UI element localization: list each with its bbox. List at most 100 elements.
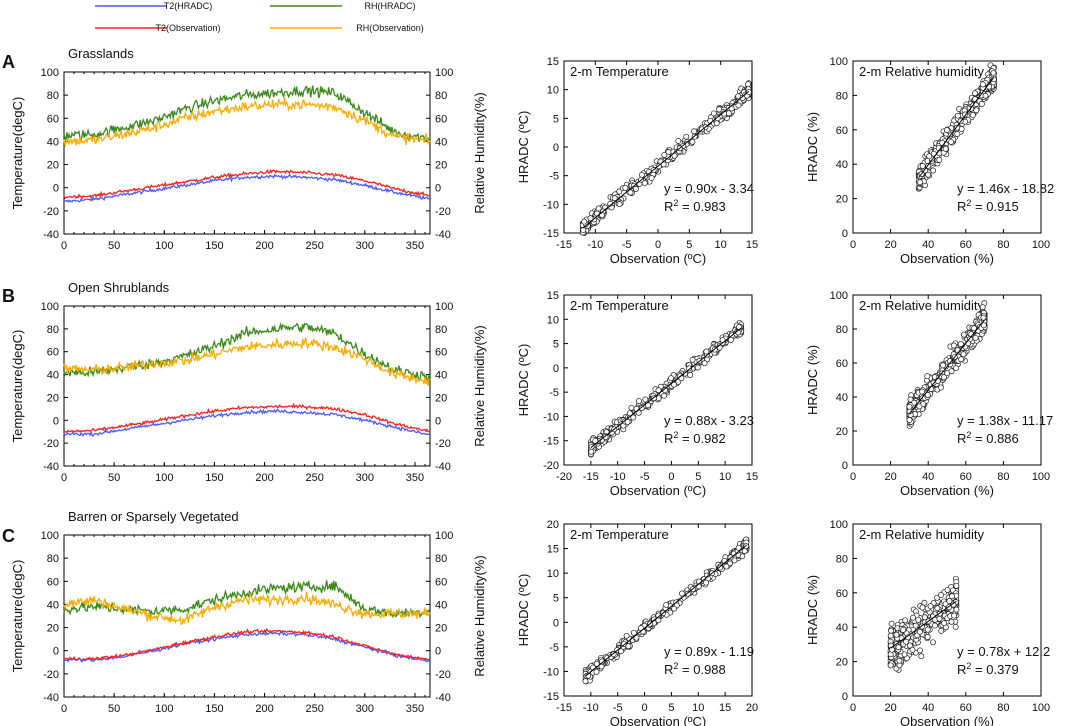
data-point [655, 612, 662, 619]
x-tick-label: 0 [642, 702, 648, 714]
y2-tick-label: 20 [435, 392, 447, 404]
data-point [902, 617, 909, 624]
x-tick-label: 40 [922, 239, 934, 251]
data-point [595, 205, 602, 212]
data-point [602, 434, 609, 440]
data-point [622, 184, 629, 191]
panel-letter: C [2, 526, 15, 546]
data-point [689, 356, 696, 363]
y2-tick-label: 20 [435, 623, 447, 635]
series-line [63, 85, 431, 144]
data-point [581, 218, 588, 225]
data-point [887, 632, 894, 639]
r-squared: R2 = 0.982 [664, 430, 726, 446]
y2-tick-label: 80 [435, 324, 447, 336]
data-point [936, 156, 943, 163]
y-tick-label: 15 [547, 56, 559, 68]
x-tick-label: 250 [306, 472, 324, 484]
y-tick-label: 20 [47, 623, 59, 635]
r-squared: R2 = 0.886 [957, 430, 1019, 446]
data-point [947, 358, 953, 365]
data-point [906, 403, 913, 410]
data-point [621, 640, 628, 647]
y-tick-label: 0 [53, 646, 59, 658]
y2-tick-label: -20 [435, 669, 451, 681]
data-point [982, 92, 989, 99]
x-tick-label: 80 [997, 471, 1009, 483]
y-tick-label: 0 [53, 415, 59, 427]
y-tick-label: 5 [553, 113, 559, 125]
y-tick-label: -15 [543, 691, 559, 703]
y2-tick-label: -20 [435, 438, 451, 450]
x-tick-label: 20 [884, 471, 896, 483]
y-tick-label: 10 [547, 85, 559, 97]
data-point [901, 651, 908, 658]
y-tick-label: -5 [549, 642, 559, 654]
y2-tick-label: 60 [435, 576, 447, 588]
data-point [953, 582, 960, 589]
y-tick-label: 80 [47, 90, 59, 102]
y-tick-label: 60 [836, 125, 848, 137]
y-tick-label: 0 [842, 228, 848, 240]
x-tick-label: 50 [108, 240, 120, 252]
data-point [949, 593, 956, 600]
y2-tick-label: -40 [435, 692, 451, 704]
data-point [671, 605, 678, 612]
data-point [907, 396, 914, 403]
scatter-panel-b-temperature: -20 -15 -10 -5 0 5 10 15 -20 -15 -10 -5 0 5 10 15 2-m Te… [516, 290, 758, 498]
x-tick-label: 5 [695, 471, 701, 483]
y2-axis-label: Relative Humidity(%) [472, 555, 487, 676]
y-tick-label: 15 [547, 544, 559, 556]
data-point [930, 639, 936, 646]
series-line [63, 408, 431, 437]
data-point [895, 644, 902, 651]
x-tick-label: 0 [850, 702, 856, 714]
data-point [924, 392, 931, 398]
y-tick-label: 100 [41, 301, 59, 313]
y-axis-label: HRADC (%) [805, 575, 820, 645]
scatter-title: 2-m Relative humidity [859, 527, 984, 542]
scatter-panel-a-temperature: -15 -10 -5 0 5 10 15 -15 -10 -5 0 5 10 15 2-m Temperat… [516, 56, 758, 266]
y-tick-label: -5 [549, 387, 559, 399]
data-point [951, 612, 958, 619]
x-tick-label: 300 [356, 240, 374, 252]
data-point [919, 163, 926, 169]
x-axis-label: Observation (%) [900, 251, 994, 266]
y-tick-label: -15 [543, 436, 559, 448]
y-axis-label: HRADC (ºC) [516, 111, 531, 184]
x-axis-label: Observation (ºC) [610, 714, 707, 726]
data-point [924, 626, 931, 633]
plot-frame [63, 71, 431, 235]
x-tick-label: 50 [108, 703, 120, 715]
series-line [63, 627, 431, 662]
data-point [921, 614, 928, 621]
x-tick-label: 150 [205, 472, 223, 484]
data-point [978, 101, 985, 107]
panel-letter: B [2, 286, 15, 306]
data-point [638, 171, 645, 178]
x-tick-label: -15 [556, 239, 572, 251]
data-point [940, 374, 947, 381]
plot-frame [63, 305, 431, 467]
regression-equation: y = 0.90x - 3.34 [664, 181, 754, 196]
x-tick-label: 10 [719, 471, 731, 483]
y2-tick-label: 40 [435, 370, 447, 382]
data-point [960, 351, 967, 358]
data-point [587, 215, 594, 222]
y-tick-label: 80 [836, 324, 848, 336]
data-point [972, 334, 979, 341]
x-axis-label: Observation (ºC) [610, 251, 707, 266]
y-tick-label: -40 [43, 229, 59, 241]
regression-line [909, 319, 985, 414]
y2-tick-label: -40 [435, 461, 451, 473]
data-point [980, 314, 987, 321]
data-point [917, 647, 923, 654]
y-tick-label: -20 [543, 460, 559, 472]
data-point [703, 579, 709, 586]
y-tick-label: 0 [53, 183, 59, 195]
data-point [922, 167, 929, 174]
regression-equation: y = 0.78x + 12.2 [957, 644, 1050, 659]
data-point [927, 603, 934, 610]
